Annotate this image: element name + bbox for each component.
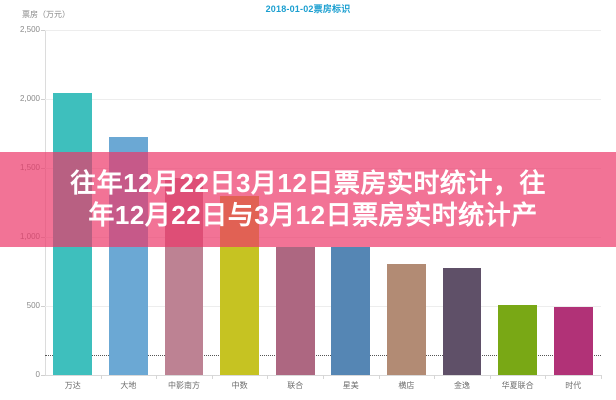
threshold-dotted-line (45, 354, 601, 356)
bar-星美[interactable] (331, 246, 371, 375)
x-axis-tick-mark (378, 375, 380, 379)
y-axis-tick-label: 500 (26, 301, 40, 310)
y-axis-tick-mark (41, 99, 45, 100)
bar-时代[interactable] (553, 306, 593, 375)
x-axis-tick-mark (489, 375, 491, 379)
y-axis-tick-mark (41, 375, 45, 376)
gridline (45, 306, 601, 307)
x-axis-tick-mark (267, 375, 269, 379)
x-axis-tick-mark (601, 375, 602, 379)
y-axis-tick-label: 2,000 (19, 94, 40, 103)
overlay-banner-background (0, 152, 616, 247)
chart-title: 2018-01-02票房标识 (265, 4, 351, 14)
overlay-line-1: 往年12月22日3月12日票房实时统计，往 (70, 167, 546, 198)
x-axis-label-万达: 万达 (64, 381, 81, 390)
y-axis-tick-label: 0 (35, 370, 40, 379)
x-axis-tick-mark (100, 375, 102, 379)
x-axis-label-金逸: 金逸 (453, 381, 470, 390)
x-axis-label-时代: 时代 (565, 381, 582, 390)
x-axis-tick-mark (156, 375, 158, 379)
x-axis-tick-mark (545, 375, 547, 379)
gridline (45, 30, 601, 31)
x-axis-label-大地: 大地 (120, 381, 137, 390)
x-axis-tick-mark (323, 375, 324, 379)
x-axis-label-联合: 联合 (287, 381, 304, 390)
overlay-banner-text: 往年12月22日3月12日票房实时统计，往 年12月22日与3月12日票房实时统… (0, 152, 616, 247)
x-axis-label-华夏联合: 华夏联合 (501, 381, 534, 390)
overlay-line-2: 年12月22日与3月12日票房实时统计产 (88, 199, 538, 230)
y-axis-tick-mark (41, 306, 45, 307)
bar-联合[interactable] (275, 246, 315, 375)
x-axis-tick-mark (211, 375, 213, 379)
x-axis-label-横店: 横店 (398, 381, 415, 390)
y-axis-title: 票房（万元） (22, 10, 70, 19)
bar-金逸[interactable] (442, 267, 482, 375)
x-axis-tick-mark (434, 375, 436, 379)
x-axis-label-中数: 中数 (231, 381, 248, 390)
y-axis-tick-mark (41, 30, 45, 31)
y-axis-tick-label: 2,500 (19, 25, 40, 34)
x-axis-label-星美: 星美 (342, 381, 359, 390)
bar-华夏联合[interactable] (498, 304, 538, 375)
x-axis-label-中影南方: 中影南方 (167, 381, 200, 390)
gridline (45, 99, 601, 100)
bar-横店[interactable] (386, 263, 426, 375)
